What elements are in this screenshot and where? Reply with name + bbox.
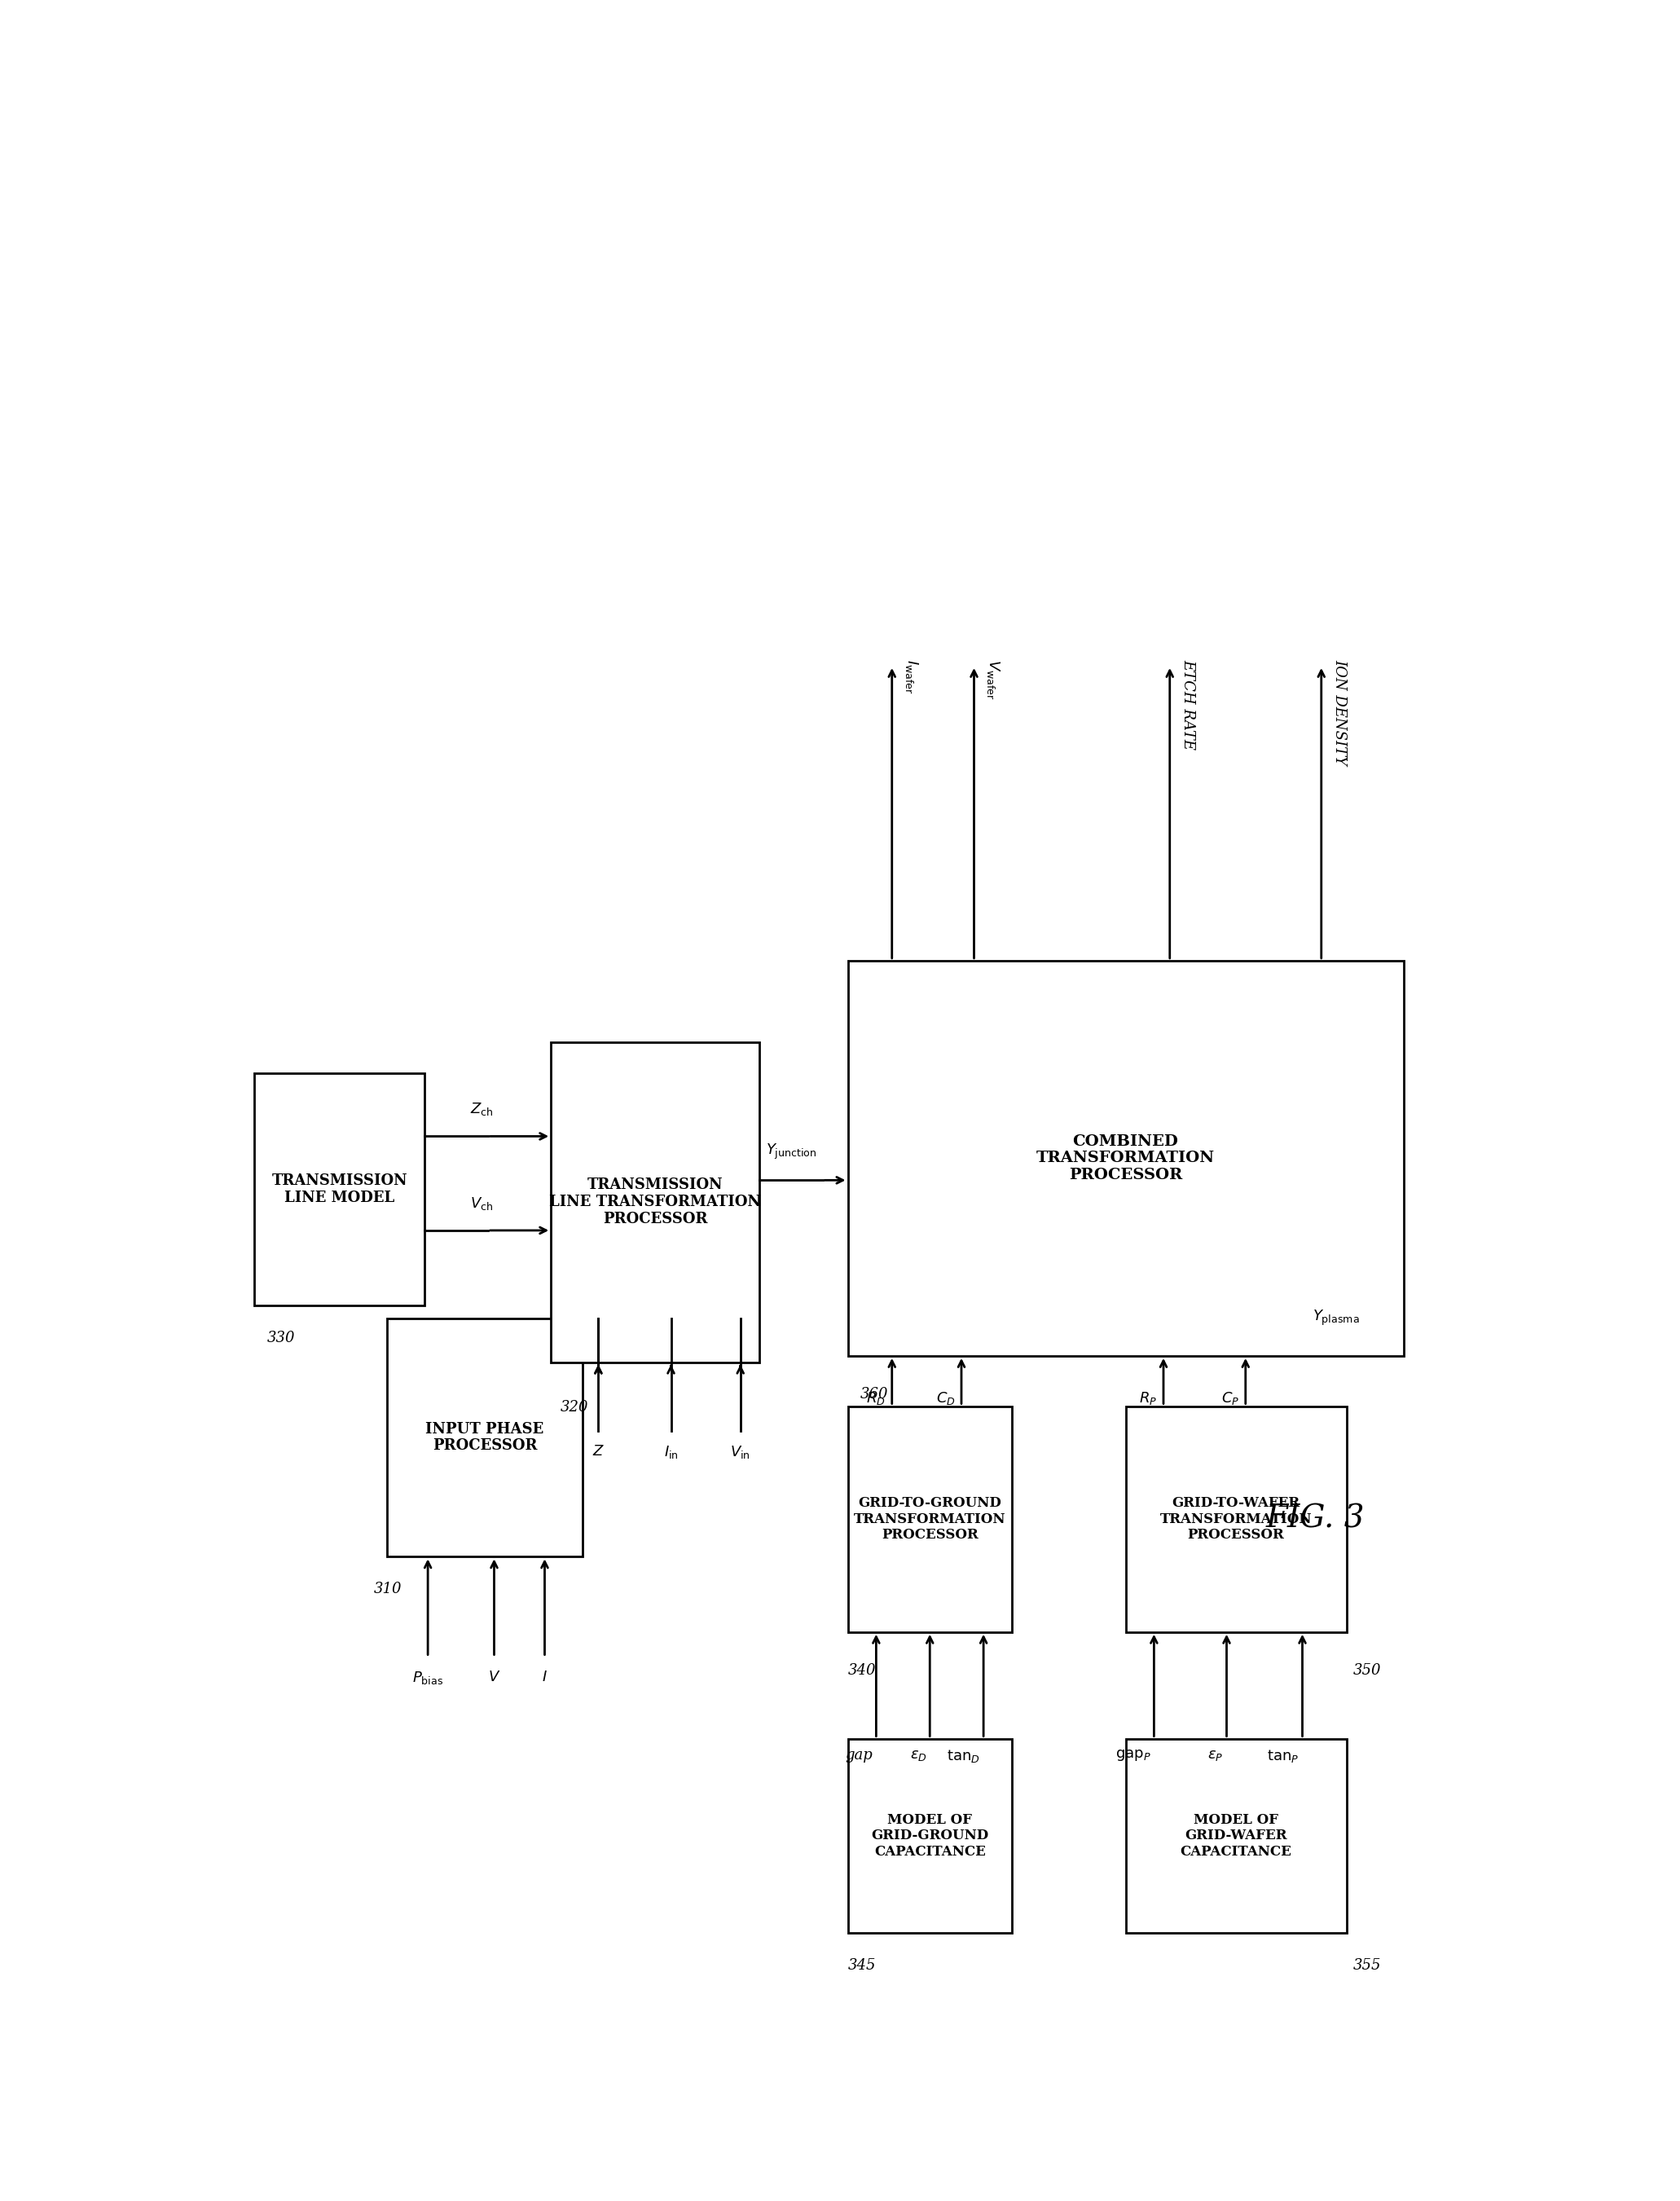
Text: $R_D$: $R_D$ bbox=[867, 1391, 885, 1406]
Text: $Z_{\rm ch}$: $Z_{\rm ch}$ bbox=[470, 1100, 494, 1118]
Text: 340: 340 bbox=[848, 1664, 875, 1677]
Text: TRANSMISSION
LINE MODEL: TRANSMISSION LINE MODEL bbox=[272, 1173, 407, 1206]
Text: 360: 360 bbox=[860, 1387, 889, 1402]
Bar bbox=[848, 1739, 1011, 1932]
Text: INPUT PHASE
PROCESSOR: INPUT PHASE PROCESSOR bbox=[425, 1422, 544, 1453]
Text: ${\rm gap}_P$: ${\rm gap}_P$ bbox=[1116, 1748, 1151, 1763]
Text: $\epsilon_P$: $\epsilon_P$ bbox=[1208, 1748, 1223, 1763]
Text: TRANSMISSION
LINE TRANSFORMATION
PROCESSOR: TRANSMISSION LINE TRANSFORMATION PROCESS… bbox=[549, 1178, 761, 1226]
Text: 355: 355 bbox=[1352, 1959, 1381, 1972]
Text: $V_{\rm ch}$: $V_{\rm ch}$ bbox=[470, 1195, 492, 1211]
Text: $I_{\rm wafer}$: $I_{\rm wafer}$ bbox=[904, 660, 919, 693]
Text: $R_P$: $R_P$ bbox=[1139, 1391, 1158, 1406]
Text: ${\rm tan}_P$: ${\rm tan}_P$ bbox=[1267, 1748, 1299, 1765]
Text: $C_P$: $C_P$ bbox=[1221, 1391, 1240, 1406]
Text: MODEL OF
GRID-WAFER
CAPACITANCE: MODEL OF GRID-WAFER CAPACITANCE bbox=[1181, 1814, 1292, 1860]
Bar bbox=[551, 1041, 759, 1362]
Bar bbox=[848, 1406, 1011, 1631]
Text: ION DENSITY: ION DENSITY bbox=[1332, 660, 1347, 766]
Text: gap: gap bbox=[845, 1748, 874, 1763]
Text: $V_{\rm in}$: $V_{\rm in}$ bbox=[731, 1444, 751, 1459]
Text: $C_D$: $C_D$ bbox=[936, 1391, 956, 1406]
Text: MODEL OF
GRID-GROUND
CAPACITANCE: MODEL OF GRID-GROUND CAPACITANCE bbox=[870, 1814, 988, 1860]
Text: $I$: $I$ bbox=[543, 1671, 548, 1684]
Text: 330: 330 bbox=[267, 1332, 296, 1345]
Text: $V_{\rm wafer}$: $V_{\rm wafer}$ bbox=[986, 660, 1001, 700]
Text: $P_{\rm bias}$: $P_{\rm bias}$ bbox=[412, 1671, 444, 1686]
Bar bbox=[848, 960, 1403, 1356]
Text: FIG. 3: FIG. 3 bbox=[1265, 1503, 1364, 1534]
Text: $\epsilon_D$: $\epsilon_D$ bbox=[909, 1748, 927, 1763]
Text: 350: 350 bbox=[1352, 1664, 1381, 1677]
Text: ETCH RATE: ETCH RATE bbox=[1181, 660, 1196, 751]
Text: $Z$: $Z$ bbox=[591, 1444, 605, 1459]
Text: 310: 310 bbox=[375, 1583, 402, 1596]
Text: COMBINED
TRANSFORMATION
PROCESSOR: COMBINED TRANSFORMATION PROCESSOR bbox=[1037, 1134, 1215, 1182]
Text: GRID-TO-WAFER
TRANSFORMATION
PROCESSOR: GRID-TO-WAFER TRANSFORMATION PROCESSOR bbox=[1161, 1497, 1312, 1543]
Text: $Y_{\rm junction}$: $Y_{\rm junction}$ bbox=[766, 1142, 816, 1162]
Text: $Y_{\rm plasma}$: $Y_{\rm plasma}$ bbox=[1312, 1310, 1359, 1327]
Bar bbox=[1126, 1406, 1347, 1631]
Text: 345: 345 bbox=[848, 1959, 875, 1972]
Text: GRID-TO-GROUND
TRANSFORMATION
PROCESSOR: GRID-TO-GROUND TRANSFORMATION PROCESSOR bbox=[853, 1497, 1006, 1543]
Bar bbox=[386, 1318, 583, 1556]
Text: $I_{\rm in}$: $I_{\rm in}$ bbox=[664, 1444, 679, 1459]
Text: ${\rm tan}_D$: ${\rm tan}_D$ bbox=[948, 1748, 981, 1765]
Text: 320: 320 bbox=[561, 1400, 588, 1415]
Text: $V$: $V$ bbox=[487, 1671, 501, 1684]
Bar bbox=[1126, 1739, 1347, 1932]
Bar bbox=[254, 1074, 425, 1305]
